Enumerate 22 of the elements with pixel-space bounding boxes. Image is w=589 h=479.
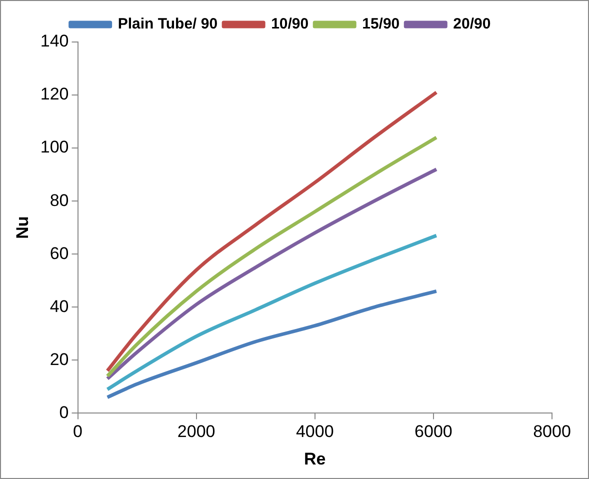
y-tick-label: 20 (50, 350, 69, 369)
legend-label: Plain Tube/ 90 (118, 16, 218, 33)
y-axis-title: Nu (12, 216, 32, 239)
y-tick-label: 120 (40, 84, 69, 104)
y-tick-label: 40 (50, 296, 69, 316)
line-series (106, 90, 438, 373)
y-tick-label: 100 (40, 138, 69, 157)
y-tick-label: 140 (40, 32, 69, 51)
legend-label: 20/90 (453, 16, 491, 33)
x-tick-label: 8000 (533, 422, 571, 442)
legend-label: 15/90 (362, 16, 400, 33)
y-tick-label: 60 (50, 244, 69, 263)
x-tick-label: 6000 (414, 422, 452, 442)
x-tick-label: 4000 (296, 422, 334, 442)
x-axis-title: Re (304, 449, 326, 468)
y-tick-label: 80 (50, 190, 69, 210)
line-series (106, 234, 438, 392)
x-tick-label: 2000 (177, 422, 216, 442)
x-tick-label: 0 (73, 422, 82, 442)
legend-label: 10/90 (271, 16, 309, 33)
line-series (106, 289, 438, 400)
y-tick-label: 0 (59, 402, 69, 422)
